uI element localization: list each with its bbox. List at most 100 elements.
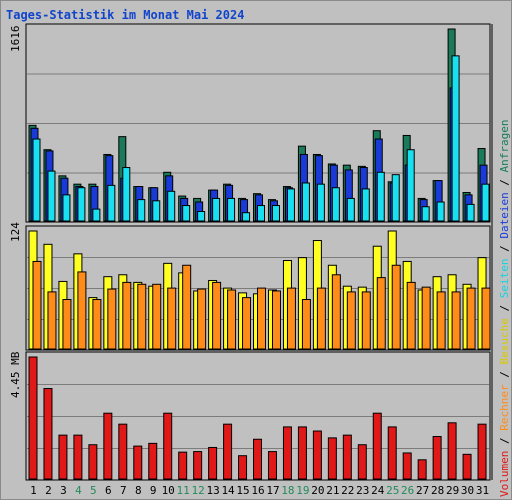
seiten-bar — [451, 55, 460, 222]
day-label: 22 — [341, 484, 354, 497]
legend-segment: Anfragen — [498, 119, 511, 172]
rechner-bar — [77, 271, 87, 350]
seiten-bar — [376, 171, 385, 222]
day-label: 10 — [162, 484, 175, 497]
rechner-bar — [451, 291, 461, 350]
rechner-bar — [107, 288, 117, 350]
rechner-bar — [32, 260, 42, 350]
rechner-bar — [152, 283, 162, 350]
rechner-bar — [331, 274, 341, 350]
day-label: 15 — [236, 484, 249, 497]
volumen-bar — [118, 423, 128, 480]
seiten-bar — [137, 199, 146, 222]
volumen-bar — [342, 434, 352, 480]
seiten-bar — [122, 167, 131, 222]
top-panel-max-label: 1616 — [9, 26, 22, 53]
legend-segment: Besuche — [498, 318, 511, 364]
seiten-bar — [197, 210, 206, 222]
rechner-bar — [346, 291, 356, 350]
seiten-bar — [227, 197, 236, 222]
panel-frame-0 — [25, 23, 491, 223]
volumen-bar — [73, 434, 83, 480]
legend-segment: Dateien — [498, 192, 511, 238]
rechner-bar — [227, 289, 237, 350]
legend-segment: / — [498, 298, 511, 318]
volumen-bar — [133, 445, 143, 480]
seiten-bar — [152, 200, 161, 222]
rechner-bar — [182, 264, 192, 350]
day-label: 28 — [431, 484, 444, 497]
volumen-bar — [28, 356, 38, 480]
seiten-bar — [421, 206, 430, 222]
seiten-bar — [92, 208, 101, 222]
volumen-bar — [193, 451, 203, 480]
volumen-bar — [178, 451, 188, 480]
volumen-bar — [282, 426, 292, 480]
rechner-bar — [47, 291, 57, 350]
day-label: 18 — [281, 484, 294, 497]
day-label: 24 — [371, 484, 385, 497]
volumen-bar — [43, 388, 53, 480]
day-label: 1 — [30, 484, 37, 497]
rechner-bar — [391, 264, 401, 350]
volumen-bar — [372, 412, 382, 480]
seiten-bar — [286, 188, 295, 222]
seiten-bar — [212, 197, 221, 222]
volumen-bar — [208, 446, 218, 480]
seiten-bar — [436, 201, 445, 222]
day-label: 23 — [356, 484, 369, 497]
legend-segment: / — [498, 365, 511, 385]
right-legend: Volumen / Rechner / Besuche / Seiten / D… — [498, 119, 511, 497]
volumen-bar — [223, 423, 233, 480]
day-label: 9 — [150, 484, 157, 497]
rechner-bar — [361, 291, 371, 350]
volumen-bar — [58, 434, 68, 480]
volumen-bar — [163, 412, 173, 480]
rechner-bar — [481, 287, 491, 350]
seiten-bar — [242, 212, 251, 222]
rechner-bar — [376, 277, 386, 350]
day-label: 30 — [461, 484, 474, 497]
day-label: 16 — [251, 484, 264, 497]
rechner-bar — [62, 299, 72, 350]
chart-panels — [25, 23, 493, 481]
volumen-bar — [267, 451, 277, 480]
day-label: 3 — [60, 484, 67, 497]
day-label: 6 — [105, 484, 112, 497]
day-label: 26 — [401, 484, 414, 497]
legend-segment: Rechner — [498, 384, 511, 431]
day-label: 2 — [45, 484, 52, 497]
day-label: 13 — [206, 484, 219, 497]
seiten-bar — [316, 183, 325, 222]
day-label: 14 — [221, 484, 235, 497]
volumen-bar — [297, 426, 307, 480]
panel-frame-2 — [25, 351, 491, 481]
seiten-bar — [406, 149, 415, 222]
seiten-bar — [466, 203, 475, 222]
day-label: 4 — [75, 484, 82, 497]
volumen-bar — [462, 453, 472, 480]
day-label: 12 — [192, 484, 205, 497]
bottom-panel-max-label: 4.45 MB — [9, 351, 22, 398]
volumen-bar — [357, 444, 367, 480]
seiten-bar — [271, 205, 280, 222]
volumen-bar — [387, 426, 397, 480]
volumen-bar — [238, 455, 248, 480]
seiten-bar — [182, 205, 191, 222]
day-label: 11 — [177, 484, 190, 497]
seiten-bar — [331, 187, 340, 222]
volumen-bar — [253, 438, 263, 480]
day-label: 8 — [135, 484, 142, 497]
day-label: 31 — [476, 484, 489, 497]
day-label: 7 — [120, 484, 127, 497]
seiten-bar — [301, 182, 310, 222]
rechner-bar — [466, 287, 476, 350]
seiten-bar — [32, 138, 41, 222]
seiten-bar — [47, 170, 56, 222]
rechner-bar — [421, 286, 431, 350]
day-label: 5 — [90, 484, 97, 497]
volumen-bar — [103, 412, 113, 480]
rechner-bar — [316, 287, 326, 350]
seiten-bar — [481, 183, 490, 222]
day-label: 17 — [266, 484, 279, 497]
